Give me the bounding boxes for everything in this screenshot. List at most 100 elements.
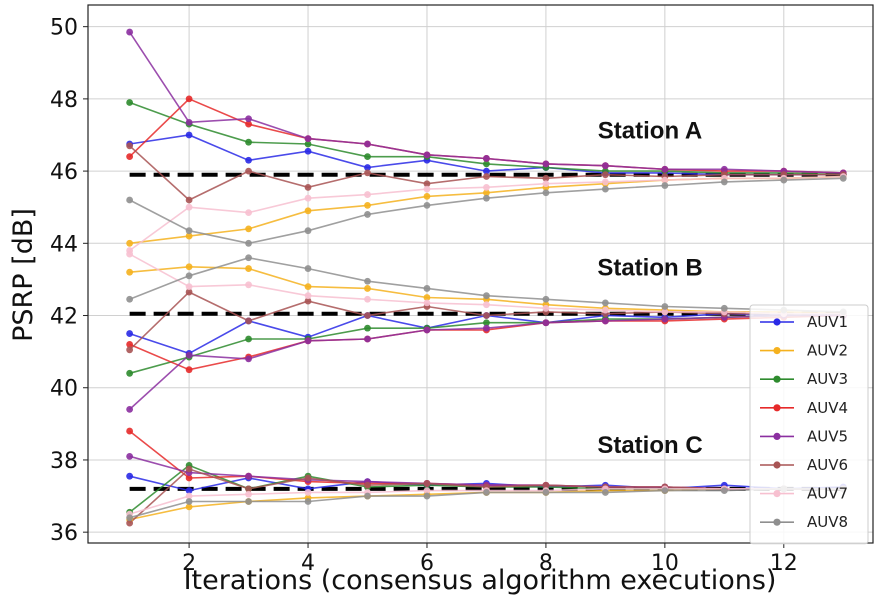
data-point <box>364 285 371 292</box>
data-point <box>185 203 193 211</box>
legend-swatch-marker <box>773 432 781 440</box>
data-point <box>720 178 728 186</box>
data-point <box>542 489 550 496</box>
data-point <box>542 189 550 197</box>
x-tick-label: 8 <box>539 551 553 576</box>
data-point <box>601 178 609 186</box>
data-point <box>483 173 490 180</box>
data-point <box>245 317 252 325</box>
data-point <box>245 472 252 480</box>
data-point <box>483 301 490 309</box>
data-point <box>483 194 490 202</box>
data-point <box>483 155 490 162</box>
data-point <box>423 492 431 500</box>
data-point <box>185 232 193 240</box>
data-point <box>601 162 609 170</box>
series-markers <box>126 28 847 527</box>
data-point <box>245 239 252 247</box>
y-axis-title: PSRP [dB] <box>8 208 39 342</box>
data-point <box>126 369 134 377</box>
data-point <box>126 99 134 106</box>
data-point <box>126 239 134 247</box>
data-point <box>364 277 371 285</box>
data-point <box>423 480 431 487</box>
legend-label: AUV1 <box>807 313 848 331</box>
data-point <box>483 292 490 300</box>
data-point <box>304 292 312 300</box>
plot-frame <box>87 4 874 544</box>
data-point <box>720 304 728 312</box>
data-point <box>126 153 134 161</box>
data-point <box>126 196 134 204</box>
data-point <box>661 176 669 184</box>
y-tick-label: 42 <box>50 305 78 330</box>
data-point <box>245 120 252 128</box>
legend-swatch-marker <box>773 518 781 526</box>
legend-label: AUV7 <box>807 485 848 503</box>
data-point <box>483 167 490 175</box>
data-point <box>304 474 312 482</box>
y-tick-label: 36 <box>50 521 78 546</box>
data-point <box>126 427 134 435</box>
data-point <box>245 498 252 505</box>
data-point <box>126 28 134 36</box>
legend-swatch-marker <box>773 375 781 383</box>
data-point <box>720 165 728 173</box>
data-point <box>661 165 669 173</box>
data-point <box>364 481 371 489</box>
data-point <box>304 498 312 505</box>
data-point <box>423 201 431 209</box>
data-point <box>185 196 193 204</box>
legend-label: AUV8 <box>807 513 848 531</box>
data-point <box>245 225 252 233</box>
data-point <box>126 514 134 522</box>
data-point <box>126 330 134 337</box>
x-tick-label: 4 <box>301 551 315 576</box>
legend-swatch-marker <box>773 461 781 469</box>
data-point <box>126 250 134 258</box>
data-point <box>780 176 788 184</box>
x-tick-labels: 2 4 6 8 10 12 <box>182 551 798 576</box>
data-point <box>483 160 490 168</box>
data-point <box>185 487 193 495</box>
data-point <box>304 147 312 155</box>
data-point <box>245 115 252 123</box>
data-point <box>542 295 550 303</box>
data-point <box>185 283 193 291</box>
data-point <box>126 346 134 354</box>
plot-background <box>88 5 873 543</box>
data-point <box>661 303 669 310</box>
data-point <box>720 487 728 495</box>
x-axis-title: Iterations (consensus algorithm executio… <box>184 565 777 596</box>
data-point <box>185 492 193 500</box>
data-point <box>245 156 252 164</box>
data-point <box>423 185 431 193</box>
x-tick-label: 6 <box>420 551 434 576</box>
legend-swatch-marker <box>773 404 781 412</box>
legend-label: AUV3 <box>807 370 848 388</box>
data-point <box>245 167 252 175</box>
data-point <box>364 140 371 148</box>
data-point <box>304 183 312 191</box>
data-point <box>423 487 431 495</box>
data-point <box>423 151 431 159</box>
data-point <box>126 341 134 348</box>
y-tick-label: 38 <box>50 449 78 474</box>
data-point <box>185 351 193 359</box>
data-point <box>185 474 193 482</box>
station-label: Station A <box>598 118 702 145</box>
data-point <box>364 211 371 218</box>
data-point <box>245 265 252 272</box>
data-point <box>483 189 490 197</box>
data-point <box>185 131 193 139</box>
legend-label: AUV2 <box>807 342 848 360</box>
y-tick-label: 50 <box>50 16 78 41</box>
data-point <box>423 192 431 200</box>
data-point <box>601 185 609 193</box>
data-point <box>304 227 312 235</box>
data-point <box>423 180 431 188</box>
data-point <box>364 335 371 343</box>
data-point <box>185 272 193 280</box>
data-point <box>542 180 550 188</box>
